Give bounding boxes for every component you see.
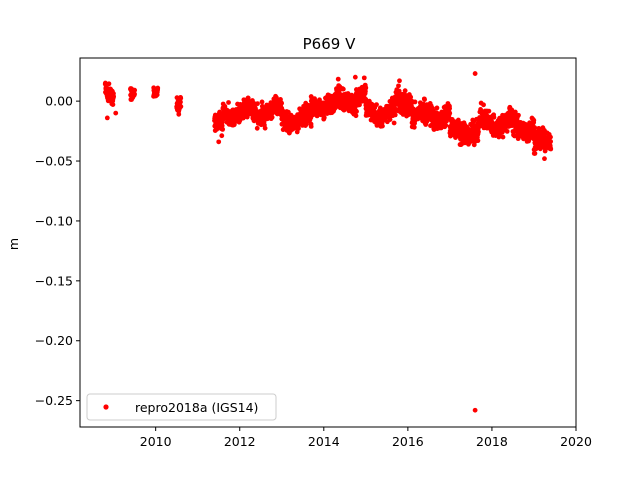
data-points (102, 71, 554, 413)
legend: repro2018a (IGS14) (86, 393, 277, 421)
data-point (155, 85, 161, 91)
data-point (412, 99, 418, 105)
data-point (380, 123, 385, 129)
data-point (443, 122, 449, 128)
data-point (113, 110, 119, 116)
data-point (354, 109, 359, 114)
data-point (408, 94, 414, 100)
data-point (254, 125, 260, 131)
data-point (176, 111, 182, 117)
data-point (472, 71, 478, 76)
data-point (110, 102, 116, 107)
data-point (357, 102, 362, 108)
data-point (361, 75, 367, 81)
chart-title: P669 V (303, 35, 356, 53)
y-tick-label: −0.20 (35, 333, 73, 348)
data-point (447, 110, 453, 116)
x-tick-label: 2012 (224, 434, 256, 449)
legend-box (86, 393, 277, 421)
data-point (363, 85, 369, 91)
data-point (279, 100, 285, 106)
data-point (397, 78, 402, 84)
data-point (178, 99, 183, 105)
data-point (396, 88, 402, 94)
data-point (447, 106, 453, 111)
data-point (178, 95, 184, 101)
data-point (411, 124, 417, 130)
data-point (402, 88, 408, 94)
data-point (542, 156, 547, 162)
data-point (548, 146, 554, 152)
legend-marker (103, 404, 109, 410)
x-tick-label: 2014 (308, 434, 340, 449)
data-point (321, 115, 327, 121)
data-point (486, 108, 492, 114)
data-point (472, 407, 478, 413)
axis-ticks: 2010 2012 2014 2016 2018 2020 0.00 −0.05 −0.10 −0… (35, 94, 592, 449)
data-point (392, 112, 398, 118)
data-point (345, 91, 351, 96)
data-point (335, 76, 341, 82)
data-point (352, 74, 358, 80)
data-point (308, 123, 314, 129)
data-point (542, 148, 548, 154)
y-tick-label: −0.05 (35, 154, 73, 169)
data-point (226, 100, 231, 105)
y-tick-label: −0.15 (35, 273, 73, 288)
data-point (296, 126, 301, 131)
data-point (178, 104, 184, 109)
x-tick-label: 2010 (140, 434, 172, 449)
data-point (475, 138, 481, 144)
data-point (422, 97, 427, 102)
data-point (532, 151, 538, 156)
data-point (391, 120, 397, 126)
data-point (255, 101, 260, 107)
data-point (259, 99, 265, 105)
data-point (111, 94, 117, 99)
y-tick-label: −0.25 (35, 393, 73, 408)
data-point (537, 146, 543, 152)
data-point (219, 133, 225, 139)
data-point (304, 121, 309, 127)
data-point (476, 129, 481, 135)
data-point (481, 102, 486, 108)
data-point (374, 102, 379, 108)
data-point (219, 123, 225, 129)
x-tick-label: 2016 (392, 434, 424, 449)
data-point (220, 126, 226, 132)
plot-frame (79, 57, 577, 428)
data-point (104, 115, 110, 121)
data-point (532, 125, 538, 131)
data-point (434, 105, 440, 111)
data-point (531, 117, 537, 123)
data-point (106, 81, 112, 87)
data-point (504, 128, 510, 134)
y-tick-label: −0.10 (35, 213, 73, 228)
data-point (500, 134, 506, 140)
data-point (548, 134, 553, 140)
x-tick-label: 2020 (560, 434, 592, 449)
data-point (102, 80, 108, 86)
data-point (132, 87, 138, 93)
data-point (340, 86, 346, 92)
data-point (244, 114, 250, 120)
data-point (491, 114, 497, 120)
data-point (132, 91, 137, 97)
data-point (262, 125, 268, 131)
data-point (269, 114, 275, 120)
y-axis-label: m (6, 238, 21, 250)
data-point (396, 83, 401, 89)
data-point (216, 139, 222, 145)
data-point (548, 139, 554, 144)
legend-entry-label: repro2018a (IGS14) (135, 400, 258, 415)
x-tick-label: 2018 (476, 434, 508, 449)
data-point (516, 112, 521, 118)
y-tick-label: 0.00 (45, 94, 73, 109)
data-point (353, 113, 359, 119)
